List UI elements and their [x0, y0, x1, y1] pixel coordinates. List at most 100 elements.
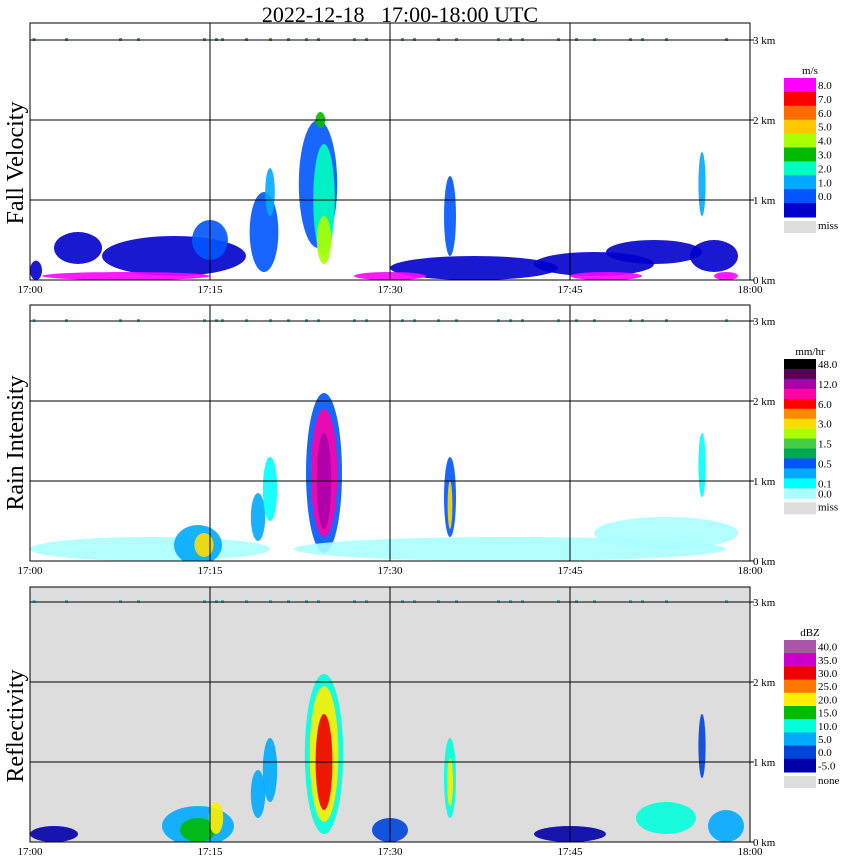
colorbar-swatch [784, 745, 816, 760]
colorbar-label: 20.0 [818, 694, 838, 706]
height-tick-label: 0 km [753, 837, 776, 849]
height-tick-labels: 0 km 1 km 2 km 3 km [750, 35, 776, 287]
echo-region [636, 802, 696, 834]
colorbar-label: 8.0 [818, 80, 832, 92]
echo-region [30, 537, 270, 561]
colorbar-label: 10.0 [818, 721, 838, 733]
plot-frame [29, 22, 751, 281]
height-tick-label: 3 km [753, 316, 776, 328]
colorbar-label: 3.0 [818, 419, 832, 431]
echo-region [208, 802, 224, 834]
panel-rain-intensity: Rain Intensity 17:00 17:15 17:30 17:45 18:00… [3, 304, 838, 577]
grid-lines [30, 23, 750, 280]
height-tick-label: 2 km [753, 677, 776, 689]
colorbar-swatch [784, 147, 816, 162]
echo-region [316, 216, 332, 264]
height-tick-label: 2 km [753, 396, 776, 408]
panel-ylabel: Fall Velocity [3, 102, 29, 225]
x-tick-label: 17:00 [17, 565, 43, 577]
x-tick-label: 18:00 [737, 565, 763, 577]
colorbar-swatch [784, 388, 816, 400]
echo-region [30, 260, 42, 280]
echo-region [714, 272, 738, 280]
colorbar-swatch [784, 692, 816, 707]
x-tick-label: 17:00 [17, 846, 43, 858]
echo-region [390, 256, 558, 280]
colorbar-swatch [784, 488, 816, 499]
colorbar-unit: m/s [802, 65, 818, 77]
colorbar-swatch [784, 161, 816, 176]
echo-region [698, 433, 706, 497]
height-tick-label: 0 km [753, 556, 776, 568]
colorbar-missing-label: none [818, 775, 840, 787]
echo-region [54, 232, 102, 264]
x-tick-label: 17:00 [17, 284, 43, 296]
echo-region [265, 168, 275, 216]
colorbar-label: 0.0 [818, 747, 832, 759]
x-tick-label: 17:30 [377, 565, 403, 577]
colorbar-swatch [784, 203, 816, 218]
colorbar-label: 25.0 [818, 681, 838, 693]
grid-lines [30, 587, 750, 842]
colorbar-swatch [784, 359, 816, 370]
colorbar-missing-swatch [784, 221, 816, 233]
echo-region [250, 770, 266, 818]
heatmap-layer [30, 600, 744, 842]
colorbar-swatch [784, 478, 816, 489]
echo-region [570, 272, 642, 280]
x-tick-labels: 17:00 17:15 17:30 17:45 18:00 [17, 565, 763, 577]
panel-reflectivity: Reflectivity 17:00 17:15 17:30 17:45 18:00 0… [3, 586, 840, 858]
colorbar-label: 0.1 [818, 478, 832, 490]
colorbar-label: 4.0 [818, 136, 832, 148]
colorbar-label: 40.0 [818, 642, 838, 654]
colorbar-swatch [784, 175, 816, 190]
panel-ylabel: Reflectivity [3, 669, 29, 782]
colorbar-label: 0.0 [818, 191, 832, 203]
colorbar-swatch [784, 378, 816, 390]
colorbar-label: 6.0 [818, 399, 832, 411]
x-tick-label: 18:00 [737, 284, 763, 296]
panel-ylabel: Rain Intensity [3, 375, 29, 510]
colorbar-swatch [784, 119, 816, 135]
colorbar-swatch [784, 706, 816, 720]
colorbar-label: 30.0 [818, 668, 838, 680]
colorbar-swatch [784, 408, 816, 420]
height-tick-label: 2 km [753, 115, 776, 127]
colorbar-missing-swatch [784, 502, 816, 515]
colorbar-missing-label: miss [818, 501, 838, 513]
plot-frame [29, 304, 751, 562]
grid-lines [30, 305, 750, 561]
height-tick-label: 3 km [753, 597, 776, 609]
height-tick-labels: 0 km 1 km 2 km 3 km [750, 316, 776, 568]
echo-region [444, 176, 456, 256]
colorbar-label: 15.0 [818, 708, 838, 720]
height-tick-label: 0 km [753, 275, 776, 287]
colorbar-swatch [784, 448, 816, 459]
colorbar: m/s8.0 7.0 6.0 5.0 4.03.0 2.0 1.0 0.0 miss [784, 65, 838, 233]
colorbar-missing-label: miss [818, 220, 838, 232]
colorbar-label: 1.5 [818, 439, 832, 451]
height-tick-label: 1 km [753, 757, 776, 769]
colorbar-swatch [784, 679, 816, 694]
echo-region [262, 738, 278, 802]
colorbar-swatch [784, 78, 816, 93]
echo-region [250, 493, 266, 541]
colorbar-swatch [784, 438, 816, 450]
height-tick-label: 3 km [753, 35, 776, 47]
x-tick-labels: 17:00 17:15 17:30 17:45 18:00 [17, 284, 763, 296]
echo-region [194, 533, 214, 557]
echo-region [708, 810, 744, 842]
colorbar-swatch [784, 640, 816, 654]
x-tick-label: 17:45 [557, 846, 583, 858]
x-tick-label: 17:30 [377, 284, 403, 296]
panel-fall-velocity: Fall Velocity 17:00 17:15 17:30 17:45 18:00 … [3, 22, 838, 296]
echo-region [447, 481, 453, 529]
x-tick-label: 17:30 [377, 846, 403, 858]
echo-region [262, 457, 278, 521]
echo-region [594, 517, 738, 549]
echo-region [690, 240, 738, 272]
colorbar-missing-swatch [784, 776, 816, 788]
colorbar-swatch [784, 133, 816, 148]
colorbar-label: 3.0 [818, 149, 832, 161]
colorbar-swatch [784, 468, 816, 479]
